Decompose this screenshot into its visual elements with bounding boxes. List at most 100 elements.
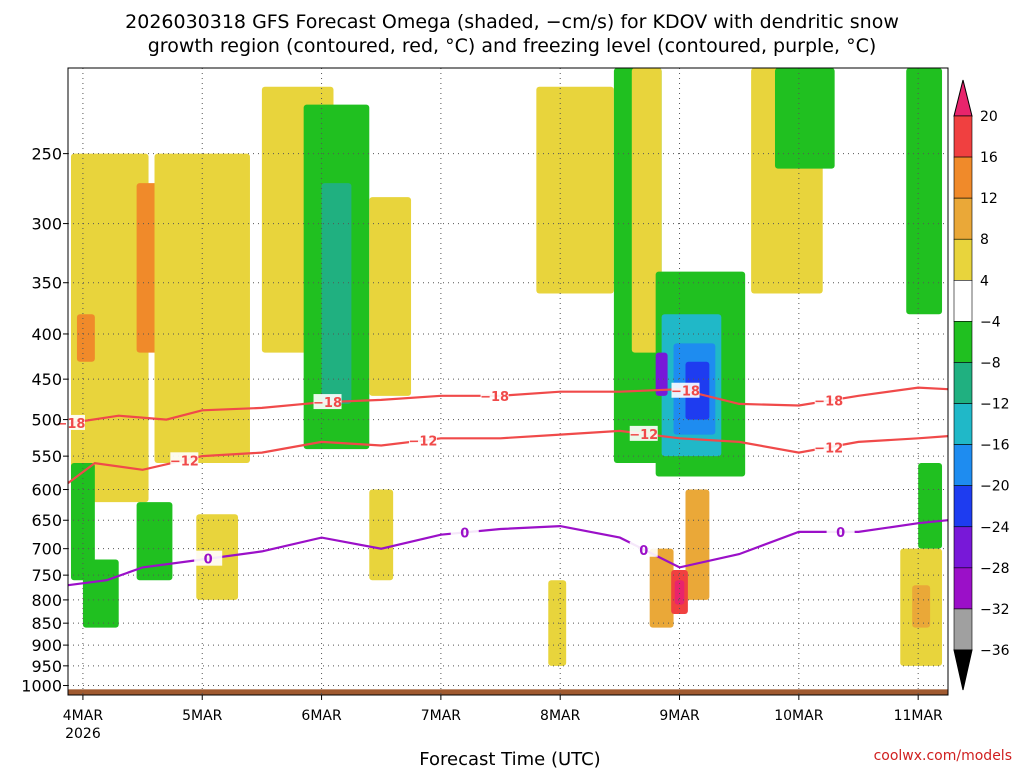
omega-region-19 [655, 352, 668, 396]
omega-region-9 [82, 559, 119, 628]
x-axis-ticks: 4MAR 5MAR 6MAR 7MAR 8MAR 9MAR 10MAR 11MAR [63, 695, 943, 724]
contour-label-bg-1-2 [629, 425, 658, 441]
omega-region-23 [649, 548, 674, 628]
contour-label-1-2: −12 [629, 428, 658, 443]
x-year-label: 2026 [65, 726, 101, 742]
y-tick-label-9: 700 [31, 540, 62, 559]
x-tick-label-1: 5MAR [182, 708, 223, 724]
y-tick-label-12: 850 [31, 614, 62, 633]
grid-lines [68, 68, 948, 695]
colorbar-swatch-1 [953, 115, 973, 158]
y-tick-label-14: 950 [31, 657, 62, 676]
colorbar-swatch-9 [953, 444, 973, 486]
y-tick-label-11: 800 [31, 591, 62, 610]
omega-region-6 [321, 183, 352, 404]
colorbar-label-7: −12 [980, 397, 1010, 413]
colorbar-label-11: −28 [980, 561, 1010, 577]
contour-label-0-0: −18 [56, 417, 85, 432]
y-tick-label-1: 300 [31, 215, 62, 234]
contour-label-bg-0-4 [814, 392, 843, 408]
contour-label-1-0: −12 [170, 454, 199, 469]
contour-label-bg-1-3 [814, 439, 843, 455]
omega-region-26 [674, 580, 685, 605]
omega-region-29 [918, 463, 943, 549]
contour-label-bg-0-2 [480, 387, 509, 403]
contour-label-2-1: 0 [460, 526, 469, 541]
chart-title: 2026030318 GFS Forecast Omega (shaded, −… [125, 11, 899, 57]
colorbar-label-3: 8 [980, 232, 989, 248]
omega-region-3 [76, 314, 95, 362]
colorbar-label-9: −20 [980, 479, 1010, 495]
contour-label-bg-1-1 [408, 432, 437, 448]
colorbar-label-12: −32 [980, 602, 1010, 618]
contour-line-2 [67, 519, 949, 587]
colorbar-swatch-5 [953, 280, 973, 322]
contour-label-2-0: 0 [204, 553, 213, 568]
colorbar-swatch-13 [953, 608, 973, 651]
contour-label-bg-2-1 [450, 524, 479, 540]
colorbar-label-4: 4 [980, 273, 989, 289]
contour-label-0-1: −18 [313, 396, 342, 411]
credit-text: coolwx.com/models [874, 748, 1012, 764]
contour-label-bg-2-0 [194, 550, 223, 566]
x-tick-label-0: 4MAR [63, 708, 104, 724]
x-tick-label-4: 8MAR [540, 708, 581, 724]
y-tick-label-0: 250 [31, 145, 62, 164]
omega-region-8 [70, 463, 95, 581]
colorbar-bottom-arrow [953, 649, 973, 691]
colorbar-label-1: 16 [980, 150, 998, 166]
colorbar-label-10: −24 [980, 520, 1010, 536]
contour-label-0-2: −18 [480, 390, 509, 405]
omega-region-21 [774, 68, 835, 169]
y-tick-label-7: 600 [31, 481, 62, 500]
contour-label-bg-0-0 [56, 414, 85, 430]
y-tick-label-13: 900 [31, 636, 62, 655]
omega-region-31 [369, 489, 394, 581]
omega-region-30 [548, 580, 567, 666]
omega-region-12 [536, 86, 614, 294]
title-line-2: growth region (contoured, red, °C) and f… [148, 35, 877, 57]
colorbar-label-8: −16 [980, 438, 1010, 454]
omega-shading [70, 68, 943, 666]
contour-label-bg-2-2 [629, 541, 658, 557]
x-tick-label-6: 10MAR [774, 708, 823, 724]
colorbar-label-0: 20 [980, 109, 998, 125]
omega-region-0 [70, 153, 149, 503]
colorbar-swatch-4 [953, 238, 973, 281]
temperature-contours: −18 −18 −18 −18 −18 −12 −12 −12 −12 0 0 0 0 [56, 382, 949, 587]
contour-label-bg-2-3 [826, 523, 855, 539]
omega-region-28 [912, 585, 931, 628]
contour-label-1-3: −12 [814, 441, 843, 456]
y-tick-label-6: 550 [31, 447, 62, 466]
y-tick-label-2: 350 [31, 274, 62, 293]
colorbar-swatch-8 [953, 403, 973, 445]
colorbar-label-5: −4 [980, 314, 1001, 330]
x-tick-label-3: 7MAR [421, 708, 462, 724]
colorbar-swatch-12 [953, 567, 973, 610]
omega-region-7 [369, 197, 412, 396]
plot-frame [67, 67, 949, 696]
omega-region-14 [631, 68, 662, 353]
y-axis-ticks: 250 300 350 400 450 500 550 600 650 700 750 800 850 9… [21, 145, 68, 696]
ground-surface [68, 689, 948, 695]
colorbar-label-13: −36 [980, 643, 1010, 659]
y-tick-label-15: 1000 [21, 677, 62, 696]
omega-region-24 [685, 489, 710, 600]
contour-label-1-1: −12 [408, 434, 437, 449]
y-tick-label-10: 750 [31, 566, 62, 585]
colorbar-swatch-2 [953, 156, 973, 199]
colorbar-swatch-10 [953, 485, 973, 528]
colorbar-swatch-6 [953, 321, 973, 363]
y-tick-label-3: 400 [31, 325, 62, 344]
y-tick-label-5: 500 [31, 411, 62, 430]
x-axis-title: Forecast Time (UTC) [419, 749, 600, 768]
contour-label-2-3: 0 [836, 526, 845, 541]
y-tick-label-4: 450 [31, 370, 62, 389]
ground-layer [68, 689, 948, 695]
contour-label-bg-1-0 [170, 452, 199, 468]
omega-region-10 [136, 502, 173, 581]
colorbar-swatch-7 [953, 362, 973, 404]
colorbar-swatch-11 [953, 526, 973, 569]
omega-region-22 [906, 68, 943, 315]
